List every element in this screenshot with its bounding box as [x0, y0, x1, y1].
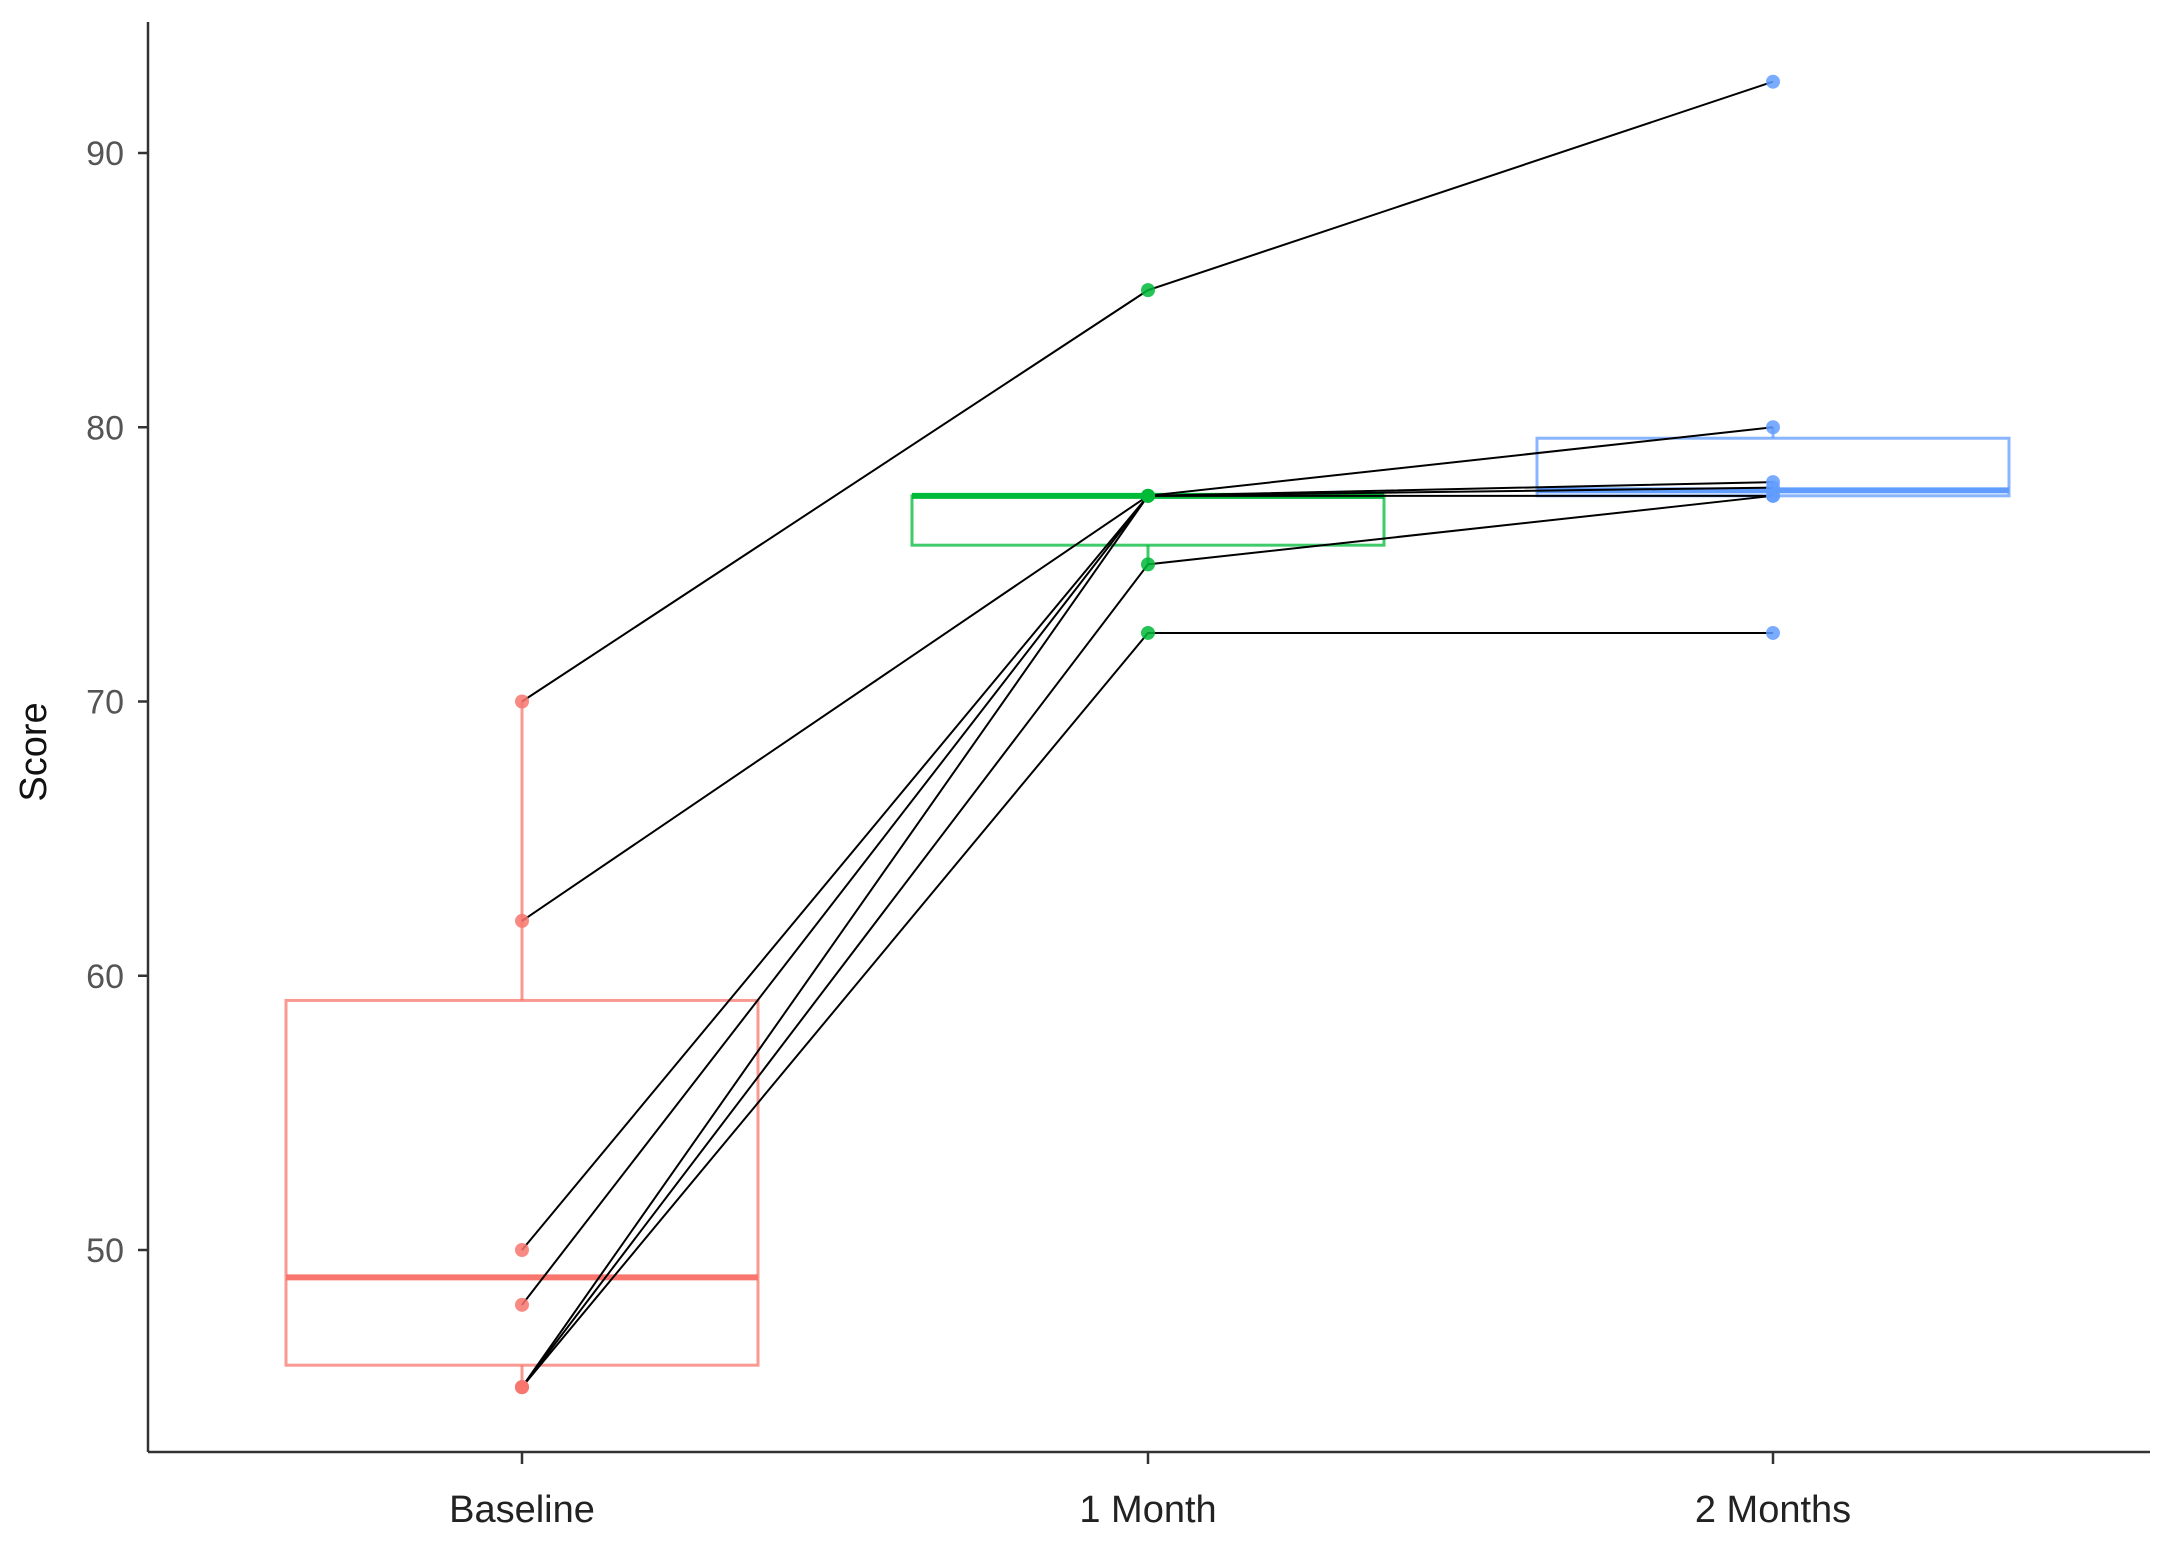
data-point — [515, 1243, 529, 1257]
x-tick-label: Baseline — [449, 1489, 595, 1531]
data-point — [515, 694, 529, 709]
data-point — [1141, 283, 1155, 298]
data-point — [515, 1380, 529, 1395]
data-point — [1141, 488, 1155, 503]
data-point — [1141, 625, 1155, 640]
subject-line-1 — [521, 80, 1774, 703]
y-tick-label: 90 — [86, 135, 124, 173]
x-tick-label: 2 Months — [1695, 1489, 1851, 1531]
y-tick-label: 60 — [86, 958, 124, 996]
data-point — [1141, 557, 1155, 572]
ticks-layer: 50 60 70 80 90 Baseline 1 Month 2 Months — [86, 135, 1851, 1531]
subject-lines-layer — [521, 80, 1774, 1388]
box-body — [910, 494, 1386, 547]
box-body — [284, 998, 760, 1367]
points-layer — [515, 74, 1780, 1395]
subject-line-6 — [521, 631, 1773, 1388]
data-point — [1766, 480, 1780, 495]
box-baseline — [284, 701, 760, 1388]
x-tick-label: 1 Month — [1079, 1489, 1216, 1531]
data-point — [1766, 625, 1780, 640]
data-point — [515, 913, 529, 928]
data-point — [1766, 420, 1780, 435]
y-tick-label: 70 — [86, 684, 124, 722]
box-1-month — [910, 492, 1386, 565]
data-point — [1766, 74, 1780, 89]
subject-line-7 — [521, 486, 1774, 1388]
axes-layer — [146, 22, 2150, 1454]
y-tick-label: 80 — [86, 409, 124, 447]
data-point — [515, 1297, 529, 1312]
y-tick-label: 50 — [86, 1232, 124, 1270]
y-axis-title: Score — [13, 702, 55, 801]
subject-line-3 — [521, 494, 1773, 1251]
